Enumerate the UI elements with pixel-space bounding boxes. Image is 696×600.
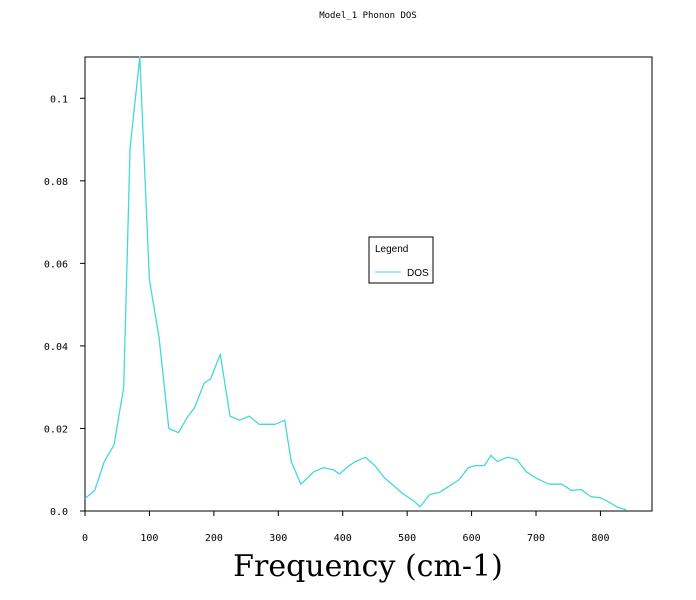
x-tick-label: 800 bbox=[591, 533, 609, 544]
plot-area-border bbox=[84, 56, 653, 512]
x-tick-label: 500 bbox=[398, 533, 416, 544]
legend-box bbox=[368, 236, 434, 284]
chart-title: Model_1 Phonon DOS bbox=[319, 11, 417, 21]
y-tick-label: 0.04 bbox=[44, 342, 68, 353]
y-tick-label: 0.08 bbox=[44, 177, 68, 188]
x-tick-label: 100 bbox=[140, 533, 158, 544]
x-tick-label: 400 bbox=[334, 533, 352, 544]
x-tick-label: 200 bbox=[205, 533, 223, 544]
series-layer bbox=[84, 56, 627, 511]
y-tick-label: 0.1 bbox=[50, 94, 68, 105]
x-tick-label: 600 bbox=[463, 533, 481, 544]
legend-entry-dos: DOS bbox=[407, 268, 429, 279]
y-tick-label: 0.02 bbox=[44, 424, 68, 435]
y-tick-label: 0.0 bbox=[50, 507, 68, 518]
x-axis: 0 100 200 300 400 500 600 700 800 bbox=[82, 511, 609, 544]
y-tick-label: 0.06 bbox=[44, 259, 68, 270]
series-line-dos bbox=[84, 56, 627, 511]
x-tick-label: 700 bbox=[527, 533, 545, 544]
x-tick-label: 300 bbox=[269, 533, 287, 544]
x-axis-label: Frequency (cm-1) bbox=[233, 549, 503, 584]
x-tick-label: 0 bbox=[82, 533, 88, 544]
legend-title: Legend bbox=[375, 244, 408, 255]
legend: Legend DOS bbox=[368, 236, 434, 284]
y-axis: 0.0 0.02 0.04 0.06 0.08 0.1 bbox=[44, 94, 85, 518]
